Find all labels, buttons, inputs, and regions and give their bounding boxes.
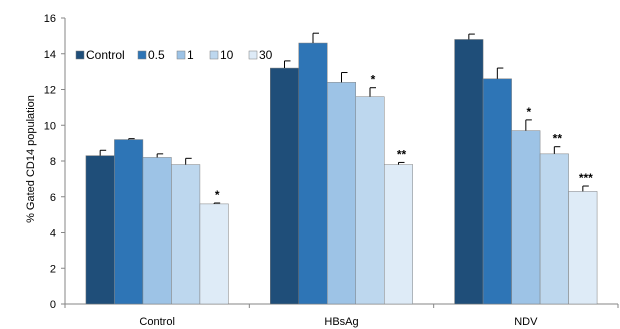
- bar: [327, 82, 356, 305]
- legend-label: 10: [220, 48, 234, 62]
- bar: [142, 157, 172, 305]
- significance-label: **: [553, 132, 563, 146]
- y-tick-label: 10: [44, 120, 56, 132]
- y-tick-label: 16: [44, 13, 56, 25]
- y-tick-label: 0: [50, 299, 56, 311]
- bar: [171, 164, 201, 305]
- x-category-label: Control: [139, 316, 174, 328]
- y-tick-label: 2: [50, 263, 56, 275]
- legend-swatch: [75, 50, 85, 60]
- y-tick-label: 12: [44, 85, 56, 97]
- bar: [454, 39, 484, 305]
- y-tick-label: 14: [44, 49, 56, 61]
- y-tick-label: 8: [50, 156, 56, 168]
- bar: [568, 191, 598, 305]
- bar: [298, 42, 328, 305]
- legend-label: 1: [187, 48, 194, 62]
- legend-swatch: [176, 50, 186, 60]
- y-axis-title: % Gated CD14 population: [25, 95, 37, 223]
- legend-swatch: [209, 50, 219, 60]
- bar: [539, 153, 569, 305]
- bar: [511, 130, 541, 305]
- legend-label: 0.5: [148, 48, 165, 62]
- bar: [270, 67, 299, 305]
- significance-label: *: [526, 105, 531, 119]
- legend-label: Control: [86, 48, 125, 62]
- x-category-label: HBsAg: [324, 316, 358, 328]
- bar: [85, 155, 115, 305]
- significance-label: **: [397, 147, 407, 161]
- legend-swatch: [248, 50, 258, 60]
- significance-label: ***: [579, 171, 593, 185]
- y-tick-label: 6: [50, 192, 56, 204]
- y-tick-label: 4: [50, 228, 56, 240]
- bar: [355, 96, 385, 305]
- significance-label: *: [215, 188, 220, 202]
- bar: [482, 78, 512, 305]
- bar: [114, 139, 144, 305]
- legend-swatch: [137, 50, 147, 60]
- x-category-label: NDV: [514, 316, 538, 328]
- bar: [384, 164, 413, 305]
- legend-label: 30: [259, 48, 273, 62]
- significance-label: *: [371, 73, 376, 87]
- bar: [199, 203, 229, 305]
- legend: Control 0.5 1 10 30: [75, 48, 273, 62]
